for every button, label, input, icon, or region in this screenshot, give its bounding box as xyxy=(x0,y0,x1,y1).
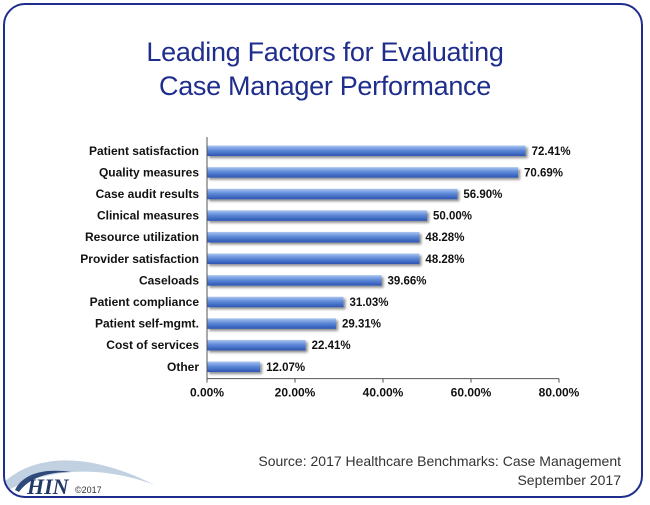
value-label: 72.41% xyxy=(532,146,571,158)
bar xyxy=(207,145,526,157)
value-label: 12.07% xyxy=(266,362,305,374)
bar-group: Patient satisfaction 72.41% Quality measur… xyxy=(80,144,570,374)
category-label: Other xyxy=(167,360,199,374)
bar xyxy=(207,361,261,373)
chart-frame: Leading Factors for Evaluating Case Mana… xyxy=(3,3,643,498)
value-label: 39.66% xyxy=(388,275,427,287)
category-label: Resource utilization xyxy=(85,230,199,244)
bar xyxy=(207,339,306,351)
value-label: 56.90% xyxy=(463,189,502,201)
bar-chart: Patient satisfaction 72.41% Quality measur… xyxy=(80,137,580,400)
value-label: 48.28% xyxy=(425,232,464,244)
x-tick-label: 40.00% xyxy=(363,386,404,400)
bar xyxy=(207,296,344,308)
value-label: 31.03% xyxy=(350,297,389,309)
source-note: Source: 2017 Healthcare Benchmarks: Case… xyxy=(258,452,621,490)
bar xyxy=(207,210,427,221)
x-tick-label: 20.00% xyxy=(275,386,316,400)
x-tick-label: 80.00% xyxy=(539,386,580,400)
value-label: 70.69% xyxy=(524,167,563,179)
bar xyxy=(207,318,336,329)
category-label: Quality measures xyxy=(99,165,199,179)
category-label: Patient satisfaction xyxy=(89,144,199,158)
chart-title-line-1: Leading Factors for Evaluating xyxy=(146,37,504,67)
category-label: Cost of services xyxy=(106,338,199,352)
bar xyxy=(207,275,382,286)
x-tick-label: 0.00% xyxy=(190,386,224,400)
chart-title: Leading Factors for Evaluating Case Mana… xyxy=(5,35,641,103)
value-label: 29.31% xyxy=(342,319,381,331)
hin-logo: HIN xyxy=(15,470,71,498)
chart-title-line-2: Case Manager Performance xyxy=(159,71,491,101)
value-label: 48.28% xyxy=(425,254,464,266)
category-label: Provider satisfaction xyxy=(80,252,199,266)
bar xyxy=(207,253,420,265)
source-line-2: September 2017 xyxy=(517,472,621,488)
bar xyxy=(207,188,458,200)
category-label: Patient self-mgmt. xyxy=(95,317,199,331)
logo-text: HIN xyxy=(26,474,70,498)
source-line-1: Source: 2017 Healthcare Benchmarks: Case… xyxy=(258,453,621,469)
x-tick-label: 60.00% xyxy=(451,386,492,400)
copyright-text: ©2017 xyxy=(75,485,102,495)
x-axis: 0.00% 20.00% 40.00% 60.00% 80.00% xyxy=(190,137,580,400)
logo-swoosh xyxy=(5,460,155,492)
category-label: Patient compliance xyxy=(90,295,200,309)
value-label: 50.00% xyxy=(433,211,472,223)
category-label: Clinical measures xyxy=(97,209,199,223)
value-label: 22.41% xyxy=(312,340,351,352)
bar xyxy=(207,231,420,243)
bar xyxy=(207,167,519,178)
category-label: Caseloads xyxy=(139,273,199,287)
category-label: Case audit results xyxy=(96,187,200,201)
